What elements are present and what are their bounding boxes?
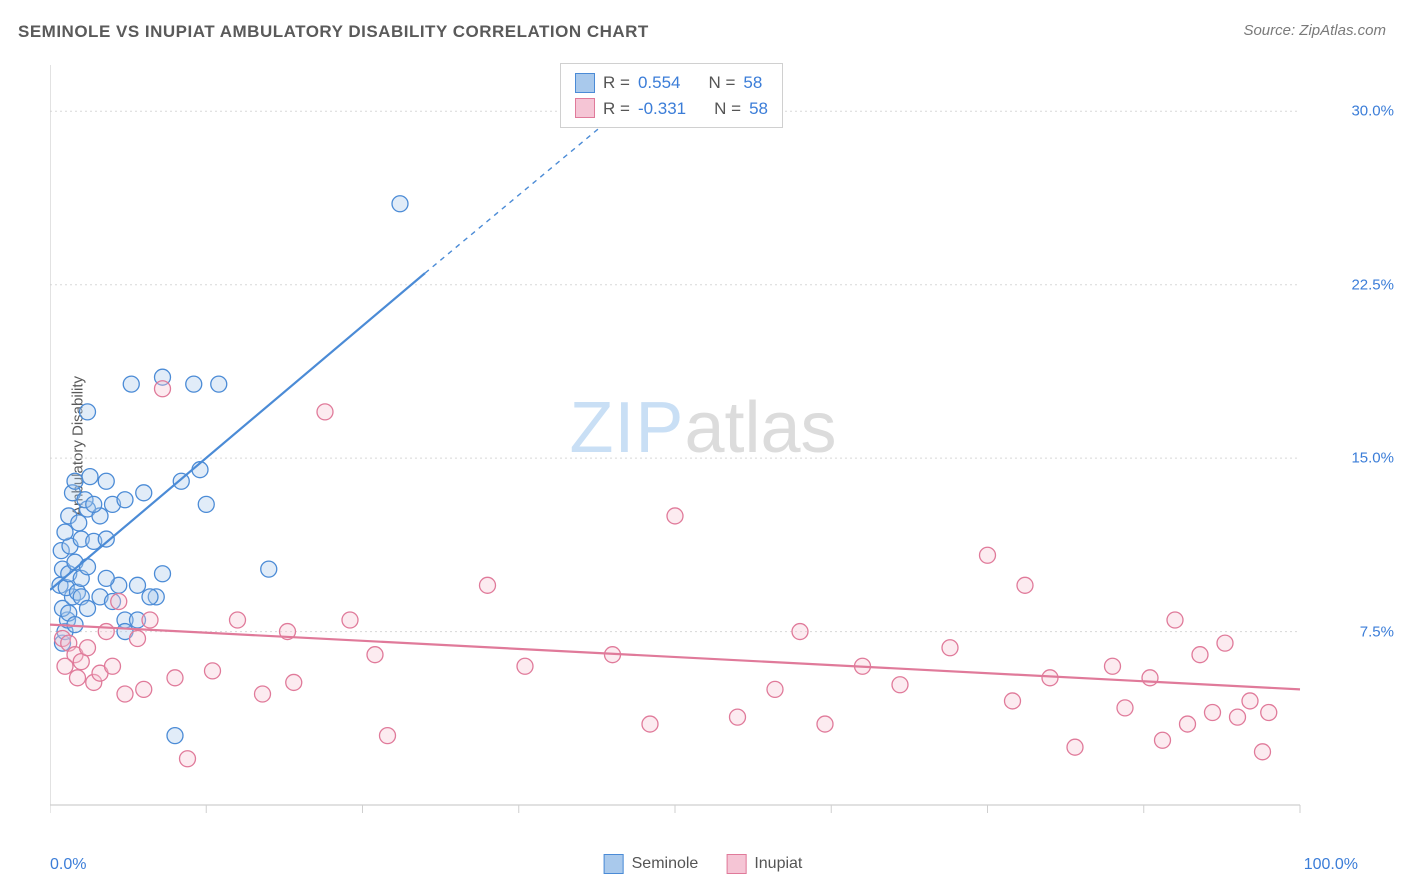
chart-title: SEMINOLE VS INUPIAT AMBULATORY DISABILIT… [18, 22, 649, 42]
x-axis-max-label: 100.0% [1304, 856, 1358, 874]
y-tick-label: 22.5% [1351, 276, 1394, 293]
legend-n-value: 58 [743, 70, 762, 96]
y-tick-label: 15.0% [1351, 450, 1394, 467]
legend-row: R = 0.554 N = 58 [575, 70, 768, 96]
legend-n-value: 58 [749, 96, 768, 122]
series-legend: Seminole Inupiat [604, 854, 803, 874]
chart-container: SEMINOLE VS INUPIAT AMBULATORY DISABILIT… [0, 0, 1406, 892]
legend-r-label: R = [603, 70, 630, 96]
scatter-plot [50, 55, 1350, 825]
legend-r-value: -0.331 [638, 96, 686, 122]
y-tick-label: 30.0% [1351, 103, 1394, 120]
legend-swatch [726, 854, 746, 874]
legend-label: Inupiat [754, 855, 802, 873]
legend-swatch [575, 73, 595, 93]
legend-item: Inupiat [726, 854, 802, 874]
source-label: Source: ZipAtlas.com [1243, 22, 1386, 39]
legend-swatch [604, 854, 624, 874]
y-tick-label: 7.5% [1360, 623, 1394, 640]
legend-row: R = -0.331 N = 58 [575, 96, 768, 122]
legend-label: Seminole [632, 855, 699, 873]
legend-n-label: N = [708, 70, 735, 96]
legend-item: Seminole [604, 854, 699, 874]
legend-n-label: N = [714, 96, 741, 122]
legend-swatch [575, 98, 595, 118]
correlation-legend: R =0.554N =58R =-0.331N =58 [560, 63, 783, 128]
x-axis-min-label: 0.0% [50, 856, 86, 874]
legend-r-label: R = [603, 96, 630, 122]
legend-r-value: 0.554 [638, 70, 681, 96]
